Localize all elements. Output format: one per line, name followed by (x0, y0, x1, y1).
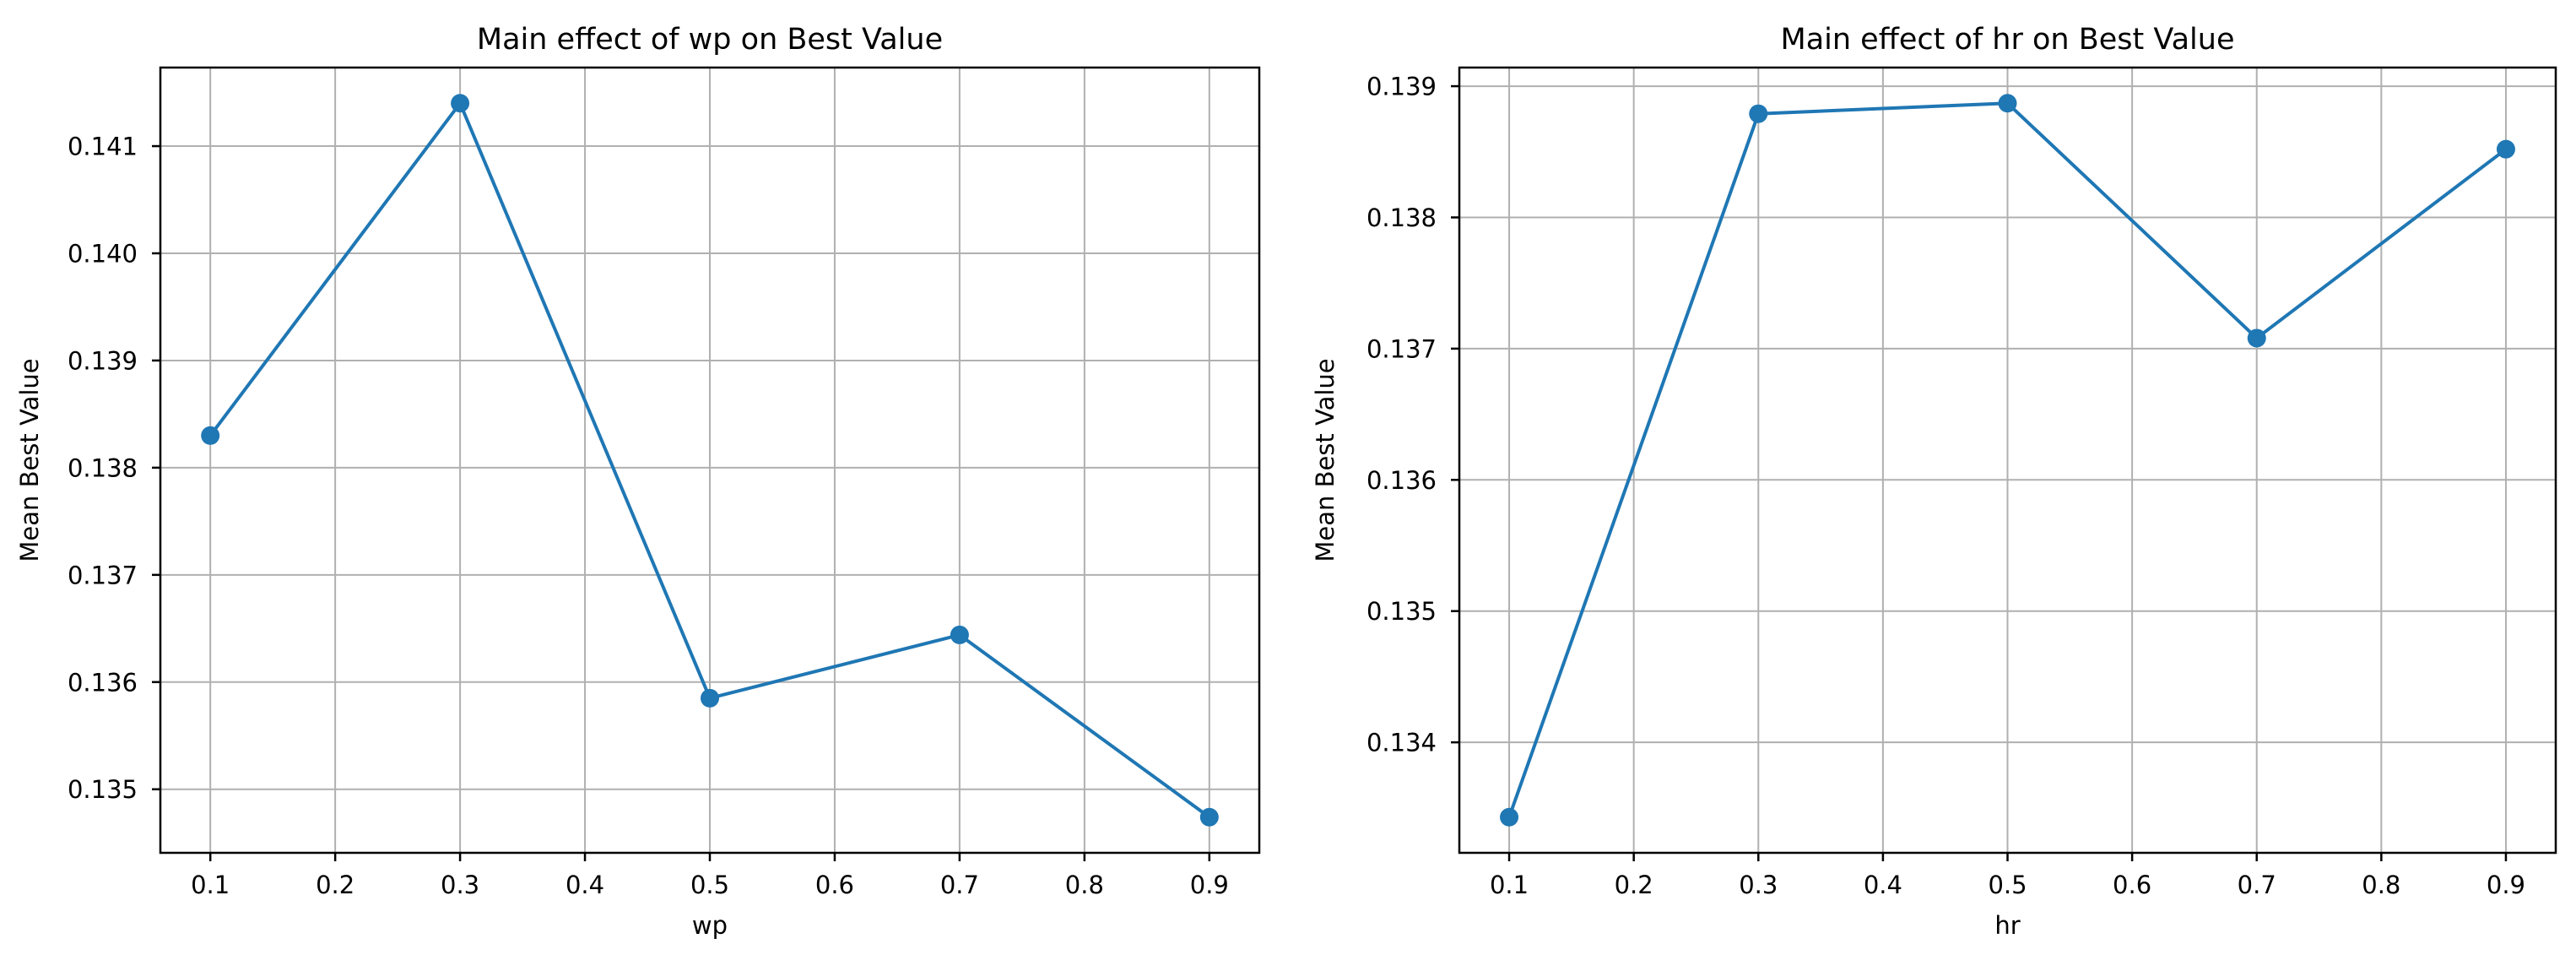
data-point (451, 94, 470, 113)
x-tick-label: 0.6 (2113, 871, 2151, 899)
x-tick-label: 0.5 (1988, 871, 2027, 899)
chart-title: Main effect of wp on Best Value (477, 23, 943, 57)
y-tick-label: 0.135 (68, 775, 138, 804)
chart-title: Main effect of hr on Best Value (1781, 23, 2235, 57)
y-axis-label: Mean Best Value (1311, 358, 1339, 562)
plot-border (159, 66, 1261, 855)
data-point (1500, 807, 1519, 827)
subplot-wp: 0.1 0.2 0.3 0.4 0.5 0.6 0.7 0.8 0.9 0.135 0.136 0.1… (15, 23, 1261, 940)
y-tick-label: 0.136 (1366, 466, 1437, 495)
y-tick-label: 0.137 (1366, 334, 1437, 363)
x-tick-label: 0.5 (690, 871, 729, 899)
x-tick-label: 0.2 (316, 871, 354, 899)
data-point (2247, 328, 2266, 348)
y-tick-label: 0.137 (68, 561, 138, 589)
data-point (1998, 94, 2017, 113)
y-tick-label: 0.140 (68, 239, 138, 268)
x-tick-label: 0.3 (441, 871, 479, 899)
x-tick-label: 0.8 (2362, 871, 2400, 899)
x-tick-label: 0.4 (1864, 871, 1902, 899)
data-point (2496, 139, 2515, 159)
y-tick-label: 0.134 (1366, 729, 1437, 757)
data-point (201, 426, 220, 445)
data-point (1749, 104, 1768, 123)
x-axis-label: hr (1994, 911, 2020, 940)
x-axis-label: wp (692, 911, 728, 940)
y-tick-label: 0.136 (68, 668, 138, 697)
x-tick-label: 0.9 (1190, 871, 1229, 899)
x-tick-label: 0.3 (1739, 871, 1778, 899)
x-tick-label: 0.6 (815, 871, 854, 899)
x-tick-label: 0.9 (2487, 871, 2525, 899)
y-tick-label: 0.139 (1366, 73, 1437, 101)
y-axis-label: Mean Best Value (15, 358, 44, 562)
x-tick-label: 0.8 (1065, 871, 1104, 899)
subplot-hr: 0.1 0.2 0.3 0.4 0.5 0.6 0.7 0.8 0.9 0.134 0.135 0.1… (1311, 23, 2557, 940)
y-tick-label: 0.141 (68, 133, 138, 161)
y-tick-label: 0.138 (68, 453, 138, 482)
data-point (701, 688, 719, 708)
x-tick-label: 0.1 (191, 871, 230, 899)
y-tick-label: 0.138 (1366, 203, 1437, 232)
x-tick-label: 0.4 (566, 871, 604, 899)
plot-border (1458, 66, 2557, 855)
x-tick-label: 0.2 (1615, 871, 1653, 899)
x-tick-label: 0.7 (940, 871, 979, 899)
y-tick-label: 0.135 (1366, 597, 1437, 626)
y-tick-label: 0.139 (68, 346, 138, 375)
x-tick-label: 0.7 (2238, 871, 2276, 899)
x-tick-label: 0.1 (1490, 871, 1529, 899)
data-point (950, 625, 969, 644)
data-point (1199, 807, 1219, 827)
